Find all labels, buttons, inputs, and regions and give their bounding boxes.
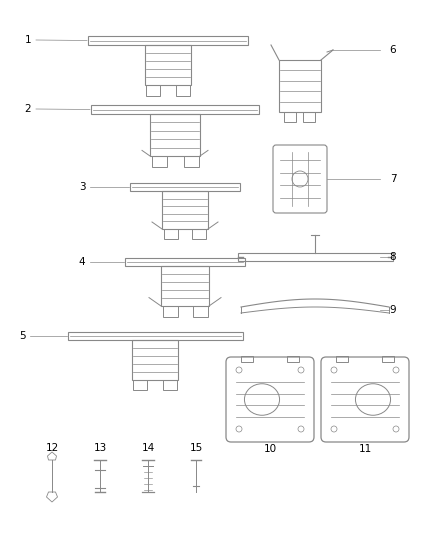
Text: 1: 1 — [25, 35, 31, 45]
Bar — [284, 112, 296, 122]
Bar — [145, 45, 191, 85]
Bar — [91, 105, 259, 114]
Text: 11: 11 — [358, 444, 371, 454]
Bar — [88, 36, 248, 45]
Bar — [287, 356, 299, 362]
Bar — [132, 340, 178, 380]
Text: 7: 7 — [390, 174, 396, 184]
Bar — [130, 183, 240, 191]
Bar — [184, 156, 198, 167]
Bar — [192, 306, 208, 317]
Bar — [162, 191, 208, 229]
Bar — [192, 229, 206, 239]
Text: 6: 6 — [390, 45, 396, 55]
Bar — [125, 258, 245, 266]
Bar — [279, 60, 321, 112]
Bar — [163, 380, 177, 390]
Text: 8: 8 — [390, 252, 396, 262]
Bar — [237, 253, 392, 261]
Bar — [336, 356, 348, 362]
Bar — [382, 356, 394, 362]
Text: 5: 5 — [19, 331, 25, 341]
Text: 13: 13 — [93, 443, 106, 453]
Bar — [146, 85, 160, 96]
Bar — [133, 380, 147, 390]
Bar — [162, 306, 177, 317]
Bar — [303, 112, 315, 122]
Text: 15: 15 — [189, 443, 203, 453]
Text: 4: 4 — [79, 257, 85, 267]
Text: 3: 3 — [79, 182, 85, 192]
Bar — [150, 114, 200, 156]
Text: 9: 9 — [390, 305, 396, 315]
Text: 14: 14 — [141, 443, 155, 453]
Bar — [152, 156, 166, 167]
Bar — [176, 85, 190, 96]
Bar — [161, 266, 209, 306]
Text: 2: 2 — [25, 104, 31, 114]
Text: 12: 12 — [46, 443, 59, 453]
Bar — [241, 356, 253, 362]
Bar — [67, 332, 243, 340]
Bar — [164, 229, 178, 239]
Text: 10: 10 — [263, 444, 276, 454]
